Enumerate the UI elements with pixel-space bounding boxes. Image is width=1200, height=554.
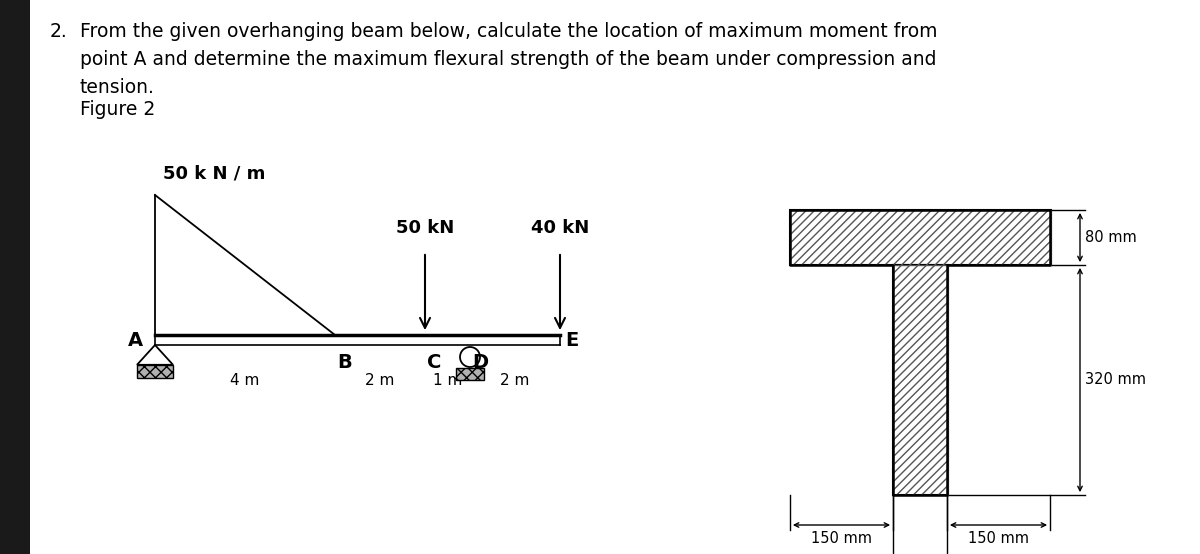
Text: 150 mm: 150 mm — [968, 531, 1030, 546]
Text: 2 m: 2 m — [500, 373, 529, 388]
Text: D: D — [472, 353, 488, 372]
Text: From the given overhanging beam below, calculate the location of maximum moment : From the given overhanging beam below, c… — [80, 22, 937, 41]
Bar — [0, 0, 30, 554]
Text: tension.: tension. — [80, 78, 155, 97]
Text: 1 m: 1 m — [433, 373, 462, 388]
Bar — [790, 210, 1051, 265]
Text: 40 kN: 40 kN — [530, 219, 589, 237]
Text: Figure 2: Figure 2 — [80, 100, 155, 119]
Text: A: A — [128, 331, 143, 350]
Bar — [456, 368, 484, 380]
Bar — [893, 265, 948, 495]
Text: 80 mm: 80 mm — [1085, 230, 1136, 245]
Text: 320 mm: 320 mm — [1085, 372, 1146, 387]
Text: 2 m: 2 m — [365, 373, 395, 388]
Text: 50 kN: 50 kN — [396, 219, 454, 237]
Text: E: E — [565, 331, 578, 350]
Text: 50 k N / m: 50 k N / m — [163, 165, 265, 183]
Text: 2.: 2. — [50, 22, 67, 41]
Text: point A and determine the maximum flexural strength of the beam under compressio: point A and determine the maximum flexur… — [80, 50, 936, 69]
Text: 150 mm: 150 mm — [811, 531, 872, 546]
Bar — [137, 365, 173, 378]
Text: B: B — [337, 353, 352, 372]
Bar — [893, 265, 948, 495]
Text: C: C — [427, 353, 442, 372]
Text: 4 m: 4 m — [230, 373, 259, 388]
Bar — [790, 210, 1051, 265]
